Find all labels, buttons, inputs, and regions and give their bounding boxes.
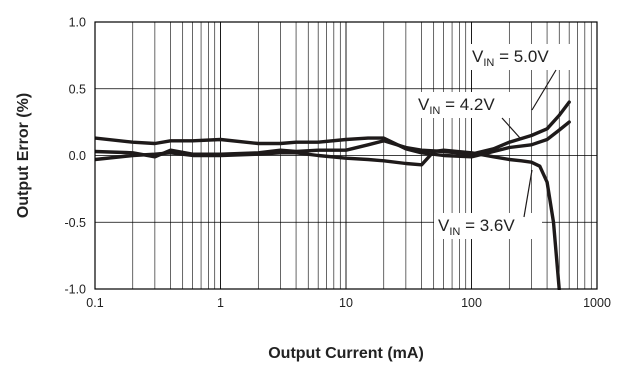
series-line-2 xyxy=(95,148,561,290)
y-tick-label: 1.0 xyxy=(69,16,86,30)
annotation-vin-4v2-label: VIN = 4.2V xyxy=(418,95,495,117)
x-tick-label: 100 xyxy=(461,296,482,310)
series-line-1 xyxy=(95,100,571,159)
plot-frame xyxy=(94,21,598,290)
annotation-vin-5v0-label: VIN = 5.0V xyxy=(472,47,549,69)
series-line-0 xyxy=(95,120,571,159)
annotation-vin-5v0-leader xyxy=(531,69,557,111)
x-tick-label: 0.1 xyxy=(86,296,103,310)
x-tick-label: 10 xyxy=(339,296,353,310)
x-tick-label: 1000 xyxy=(583,296,611,310)
y-axis-title: Output Error (%) xyxy=(15,93,32,218)
x-tick-label: 1 xyxy=(217,296,224,310)
series-lines xyxy=(95,100,571,290)
annotation-vin-4v2: VIN = 4.2V xyxy=(414,92,522,139)
y-tick-label: -0.5 xyxy=(64,216,86,230)
tick-labels: 0.1 1 10 100 1000 1.0 0.5 0.0 -0.5 -1.0 xyxy=(64,16,610,311)
annotation-vin-3v6: VIN = 3.6V xyxy=(434,169,542,239)
annotation-vin-3v6-label: VIN = 3.6V xyxy=(438,216,515,238)
y-tick-label: -1.0 xyxy=(64,283,86,297)
annotation-vin-4v2-leader xyxy=(501,117,521,139)
y-tick-label: 0.0 xyxy=(69,149,86,163)
y-tick-label: 0.5 xyxy=(69,82,86,96)
annotation-vin-3v6-leader xyxy=(523,169,533,218)
x-axis-title: Output Current (mA) xyxy=(268,345,424,362)
annotations: VIN = 5.0V VIN = 4.2V VIN = 3.6V xyxy=(414,44,576,239)
annotation-vin-5v0: VIN = 5.0V xyxy=(468,44,576,111)
